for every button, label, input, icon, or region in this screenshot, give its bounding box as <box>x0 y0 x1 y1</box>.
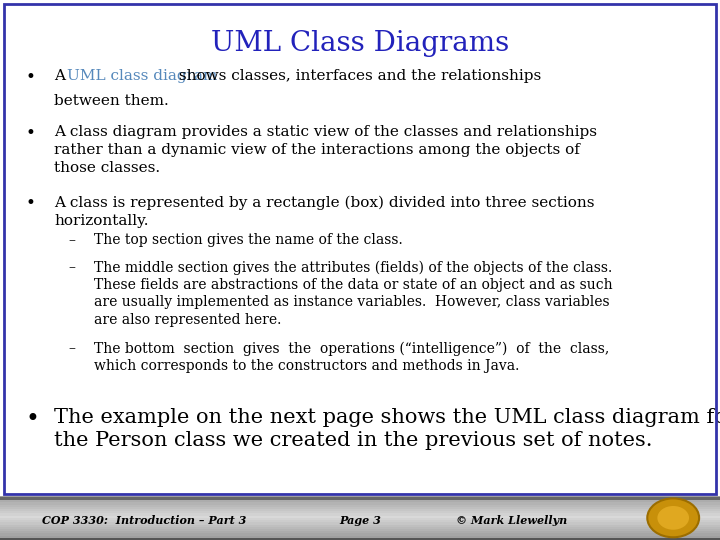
Bar <box>0 538 720 540</box>
Bar <box>0 507 720 509</box>
Text: The example on the next page shows the UML class diagram for
the Person class we: The example on the next page shows the U… <box>54 408 720 450</box>
Bar <box>0 498 720 500</box>
Text: A class diagram provides a static view of the classes and relationships
rather t: A class diagram provides a static view o… <box>54 125 597 175</box>
Bar <box>0 502 720 504</box>
Text: The bottom  section  gives  the  operations (“intelligence”)  of  the  class,
wh: The bottom section gives the operations … <box>94 341 609 373</box>
Bar <box>0 536 720 538</box>
Bar <box>0 511 720 514</box>
Text: •: • <box>25 125 35 142</box>
Text: A: A <box>54 69 70 83</box>
Text: A class is represented by a rectangle (box) divided into three sections
horizont: A class is represented by a rectangle (b… <box>54 195 595 228</box>
Bar <box>0 538 720 540</box>
Text: Page 3: Page 3 <box>339 515 381 525</box>
Circle shape <box>647 498 699 537</box>
Text: shows classes, interfaces and the relationships: shows classes, interfaces and the relati… <box>174 69 541 83</box>
Text: © Mark Llewellyn: © Mark Llewellyn <box>456 515 567 525</box>
Bar <box>0 518 720 520</box>
Bar <box>0 509 720 511</box>
Bar <box>0 531 720 534</box>
Bar <box>0 497 720 500</box>
Text: –: – <box>68 233 76 247</box>
Bar <box>0 534 720 536</box>
Text: The middle section gives the attributes (fields) of the objects of the class.
Th: The middle section gives the attributes … <box>94 260 612 327</box>
Text: UML class diagram: UML class diagram <box>67 69 217 83</box>
Bar <box>0 500 720 502</box>
Text: •: • <box>25 408 39 431</box>
Bar <box>0 496 720 498</box>
Bar <box>0 522 720 524</box>
Text: between them.: between them. <box>54 94 168 108</box>
Text: •: • <box>25 69 35 86</box>
Bar <box>0 504 720 507</box>
Bar <box>0 524 720 526</box>
Bar <box>0 516 720 518</box>
Text: –: – <box>68 260 76 274</box>
Bar <box>0 520 720 522</box>
Text: •: • <box>25 195 35 212</box>
Circle shape <box>657 506 689 530</box>
Text: The top section gives the name of the class.: The top section gives the name of the cl… <box>94 233 402 247</box>
Bar <box>0 526 720 529</box>
Text: UML Class Diagrams: UML Class Diagrams <box>211 30 509 57</box>
Bar <box>0 529 720 531</box>
Text: –: – <box>68 341 76 355</box>
Bar <box>0 514 720 516</box>
Text: COP 3330:  Introduction – Part 3: COP 3330: Introduction – Part 3 <box>42 515 246 525</box>
